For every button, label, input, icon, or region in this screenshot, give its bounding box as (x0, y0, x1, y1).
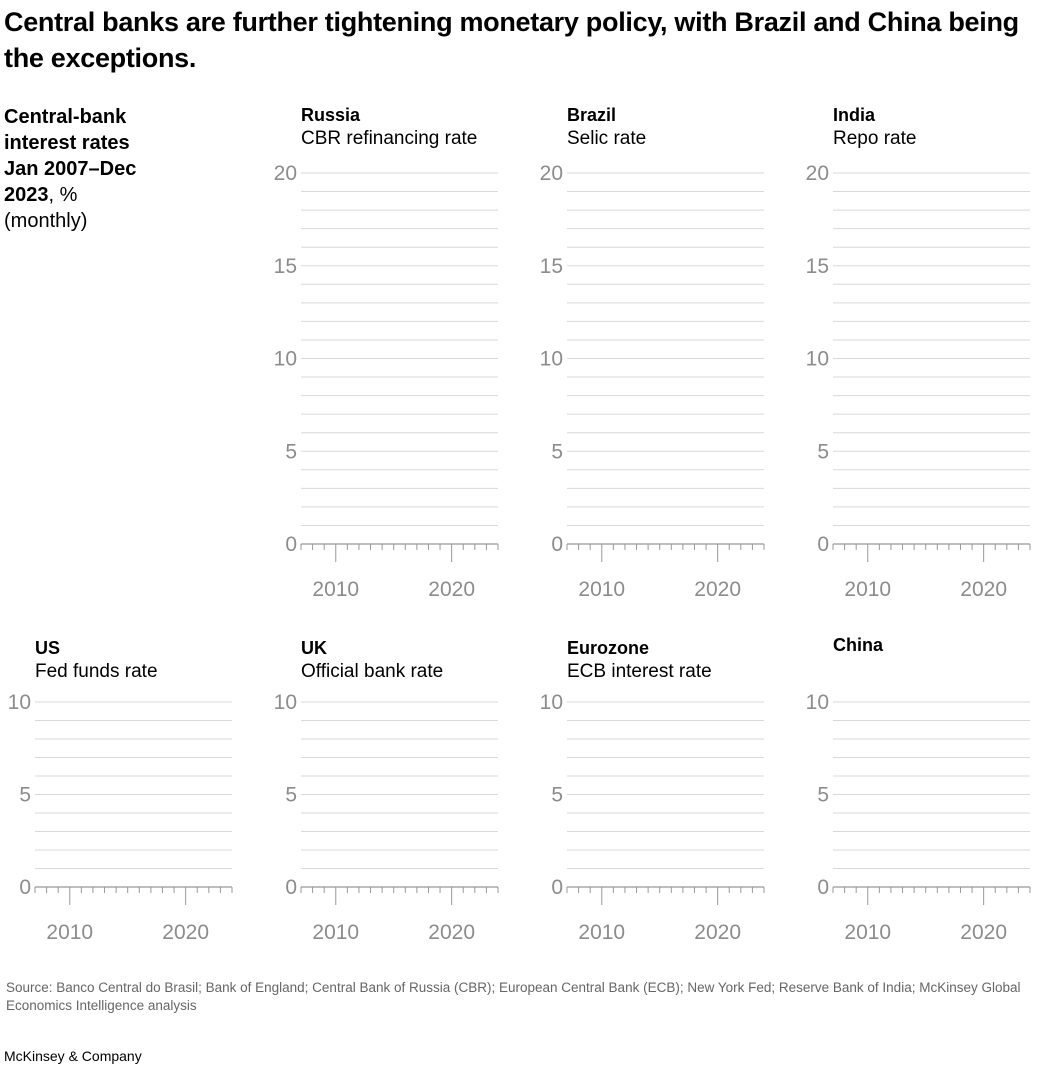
x-tick-label: 2020 (428, 578, 475, 601)
panel-title: UK (301, 638, 327, 658)
side-label-unit: , % (48, 184, 78, 206)
y-tick-label: 15 (274, 255, 297, 278)
y-tick-label: 0 (551, 876, 563, 899)
y-tick-label: 10 (540, 348, 563, 371)
x-tick-label: 2010 (46, 921, 93, 944)
panel-title: India (833, 105, 876, 125)
y-tick-label: 5 (285, 784, 297, 807)
y-tick-label: 5 (551, 440, 563, 463)
y-tick-label: 0 (817, 533, 829, 556)
y-tick-label: 5 (551, 784, 563, 807)
panel-subtitle: Official bank rate (301, 661, 444, 682)
y-tick-label: 20 (806, 162, 829, 185)
x-tick-label: 2020 (694, 578, 741, 601)
side-label: Central-bank interest rates Jan 2007–Dec… (4, 104, 154, 234)
y-tick-label: 10 (8, 691, 31, 714)
y-tick-label: 5 (19, 784, 31, 807)
panel-subtitle: Fed funds rate (35, 661, 158, 682)
side-label-bold: Central-bank interest rates Jan 2007–Dec… (4, 106, 137, 206)
y-tick-label: 20 (540, 162, 563, 185)
brand-logo: McKinsey & Company (4, 1048, 142, 1064)
x-tick-label: 2010 (578, 921, 625, 944)
y-tick-label: 20 (274, 162, 297, 185)
y-tick-label: 0 (551, 533, 563, 556)
chart-title: Central banks are further tightening mon… (4, 7, 1019, 73)
y-tick-label: 5 (817, 440, 829, 463)
x-tick-label: 2010 (312, 921, 359, 944)
panel-title: Brazil (567, 105, 617, 125)
panel-subtitle: CBR refinancing rate (301, 128, 478, 149)
x-tick-label: 2010 (578, 578, 625, 601)
y-tick-label: 0 (817, 876, 829, 899)
x-tick-label: 2010 (844, 578, 891, 601)
y-tick-label: 10 (274, 348, 297, 371)
x-tick-label: 2020 (428, 921, 475, 944)
y-tick-label: 0 (19, 876, 31, 899)
y-tick-label: 15 (540, 255, 563, 278)
x-tick-label: 2020 (960, 921, 1007, 944)
y-tick-label: 10 (274, 691, 297, 714)
y-tick-label: 0 (285, 876, 297, 899)
panel-title: China (833, 635, 884, 655)
panel-title: US (35, 638, 61, 658)
y-tick-label: 0 (285, 533, 297, 556)
side-label-note: (monthly) (4, 210, 88, 232)
panel-subtitle: Repo rate (833, 128, 917, 149)
x-tick-label: 2020 (960, 578, 1007, 601)
y-tick-label: 10 (806, 348, 829, 371)
y-tick-label: 15 (806, 255, 829, 278)
panel-title: Eurozone (567, 638, 650, 658)
panel-subtitle: ECB interest rate (567, 661, 712, 682)
y-tick-label: 5 (285, 440, 297, 463)
y-tick-label: 5 (817, 784, 829, 807)
source-note: Source: Banco Central do Brasil; Bank of… (6, 980, 1021, 1013)
y-tick-label: 10 (540, 691, 563, 714)
panel-title: Russia (301, 105, 361, 125)
y-tick-label: 10 (806, 691, 829, 714)
panel-subtitle: Selic rate (567, 128, 647, 149)
x-tick-label: 2010 (312, 578, 359, 601)
x-tick-label: 2020 (694, 921, 741, 944)
x-tick-label: 2010 (844, 921, 891, 944)
x-tick-label: 2020 (162, 921, 209, 944)
